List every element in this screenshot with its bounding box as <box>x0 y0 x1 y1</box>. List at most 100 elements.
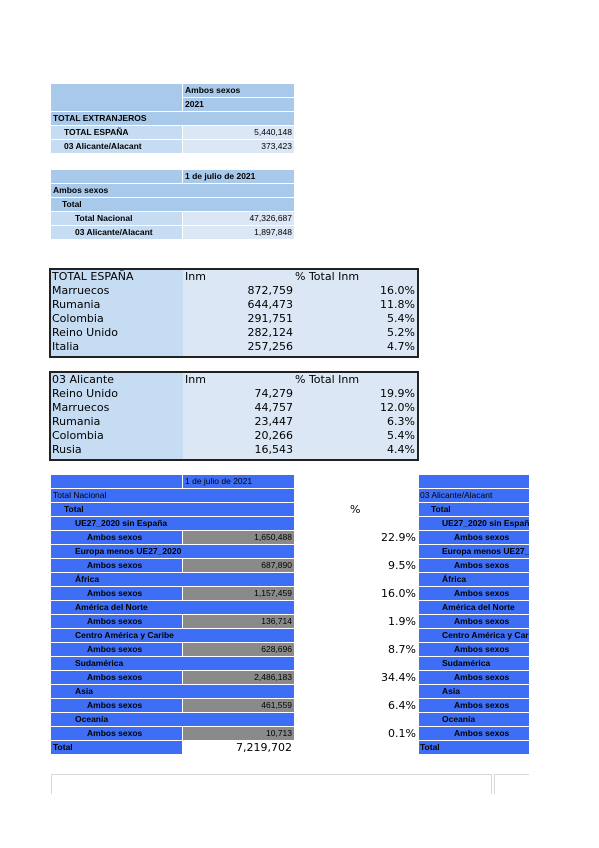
row-total: Total <box>51 198 294 211</box>
column-header-sex: Ambos sexos <box>183 84 294 97</box>
group-value: 2,486,183 <box>183 671 294 684</box>
row-value: 47,326,687 <box>183 212 294 225</box>
group-sub: Ambos sexos <box>419 615 529 628</box>
group-name: Centro América y Caribe <box>419 629 529 642</box>
group-sub: Ambos sexos <box>51 587 182 600</box>
group-pct: 9.5% <box>388 559 416 572</box>
row-header: 03 Alicante/Alacant <box>419 489 529 502</box>
group-sub: Ambos sexos <box>51 531 182 544</box>
row-label: 03 Alicante/Alacant <box>51 140 182 153</box>
row-pct: 5.4% <box>387 312 415 325</box>
group-sub: Ambos sexos <box>419 531 529 544</box>
group-sub: Ambos sexos <box>419 699 529 712</box>
grand-total-value: 7,219,702 <box>236 741 292 754</box>
group-name: UE27_2020 sin España <box>419 517 529 530</box>
header-inm: Inm <box>185 270 206 283</box>
row-value: 257,256 <box>247 340 294 353</box>
row-value: 5,440,148 <box>183 126 294 139</box>
row-value: 644,473 <box>247 298 294 311</box>
row-value: 1,897,848 <box>183 226 294 239</box>
group-sub: Ambos sexos <box>419 587 529 600</box>
row-label: Colombia <box>52 312 104 325</box>
label-column-bg <box>51 270 183 356</box>
row-value: 16,543 <box>254 443 294 456</box>
row-value: 23,447 <box>254 415 294 428</box>
row-pct: 5.2% <box>387 326 415 339</box>
group-name: América del Norte <box>51 601 294 614</box>
row-value: 291,751 <box>247 312 294 325</box>
group-sub: Ambos sexos <box>51 699 182 712</box>
row-title: TOTAL EXTRANJEROS <box>51 112 294 125</box>
row-label: TOTAL ESPAÑA <box>51 126 182 139</box>
row-value: 373,423 <box>183 140 294 153</box>
header-pct: % Total Inm <box>295 373 360 386</box>
row-label: 03 Alicante/Alacant <box>51 226 182 239</box>
group-name: África <box>419 573 529 586</box>
group-name: Sudamérica <box>419 657 529 670</box>
header-label: TOTAL ESPAÑA <box>52 270 134 283</box>
grand-total-label: Total <box>419 741 529 754</box>
group-sub: Ambos sexos <box>51 615 182 628</box>
row-value: 74,279 <box>254 387 294 400</box>
group-pct: 6.4% <box>388 699 416 712</box>
row-pct: 4.7% <box>387 340 415 353</box>
group-value: 136,714 <box>183 615 294 628</box>
group-sub: Ambos sexos <box>51 671 182 684</box>
row-pct: 12.0% <box>380 401 415 414</box>
row-value: 872,759 <box>247 284 294 297</box>
row-pct: 16.0% <box>380 284 415 297</box>
group-sub: Ambos sexos <box>419 643 529 656</box>
grand-total-label: Total <box>51 741 182 754</box>
row-pct: 11.8% <box>380 298 415 311</box>
header-fill <box>51 475 182 488</box>
group-pct: 1.9% <box>388 615 416 628</box>
row-value: 282,124 <box>247 326 294 339</box>
row-label: Total Nacional <box>51 212 182 225</box>
column-header-date: 1 de julio de 2021 <box>183 475 294 488</box>
group-sub: Ambos sexos <box>51 643 182 656</box>
group-name: Oceanía <box>51 713 294 726</box>
group-sub: Ambos sexos <box>419 671 529 684</box>
empty-chart-frame <box>494 774 529 794</box>
header-fill <box>51 84 182 111</box>
table-top-nationalities-spain: TOTAL ESPAÑA Inm % Total Inm Marruecos 8… <box>49 268 419 358</box>
label-column-bg <box>51 373 183 459</box>
group-pct: 16.0% <box>381 587 416 600</box>
group-value: 461,559 <box>183 699 294 712</box>
row-label: Marruecos <box>52 401 110 414</box>
table-continents-alicante: 03 Alicante/Alacant Total UE27_2020 sin … <box>419 475 529 755</box>
header-fill <box>419 475 529 488</box>
group-name: Europa menos UE27_2020 <box>51 545 294 558</box>
group-name: América del Norte <box>419 601 529 614</box>
header-fill <box>51 170 182 183</box>
empty-chart-frame <box>51 774 492 794</box>
header-pct: % Total Inm <box>295 270 360 283</box>
group-pct: 0.1% <box>388 727 416 740</box>
row-pct: 6.3% <box>387 415 415 428</box>
group-name: África <box>51 573 294 586</box>
row-label: Rusia <box>52 443 82 456</box>
header-label: 03 Alicante <box>52 373 114 386</box>
row-label: Italia <box>52 340 80 353</box>
group-name: Oceanía <box>419 713 529 726</box>
pct-header: % <box>350 503 361 516</box>
group-sub: Ambos sexos <box>51 559 182 572</box>
group-sub: Ambos sexos <box>419 727 529 740</box>
group-value: 687,890 <box>183 559 294 572</box>
column-header-date: 1 de julio de 2021 <box>183 170 294 183</box>
group-name: Sudamérica <box>51 657 294 670</box>
row-label: Marruecos <box>52 284 110 297</box>
group-pct: 8.7% <box>388 643 416 656</box>
row-nacional: Total Nacional <box>51 489 294 502</box>
row-label: Rumania <box>52 415 101 428</box>
group-value: 628,696 <box>183 643 294 656</box>
row-total: Total <box>419 503 529 516</box>
group-name: UE27_2020 sin España <box>51 517 294 530</box>
row-sex: Ambos sexos <box>51 184 294 197</box>
group-sub: Ambos sexos <box>51 727 182 740</box>
row-value: 20,266 <box>254 429 294 442</box>
row-label: Colombia <box>52 429 104 442</box>
row-pct: 4.4% <box>387 443 415 456</box>
group-value: 1,650,488 <box>183 531 294 544</box>
header-inm: Inm <box>185 373 206 386</box>
